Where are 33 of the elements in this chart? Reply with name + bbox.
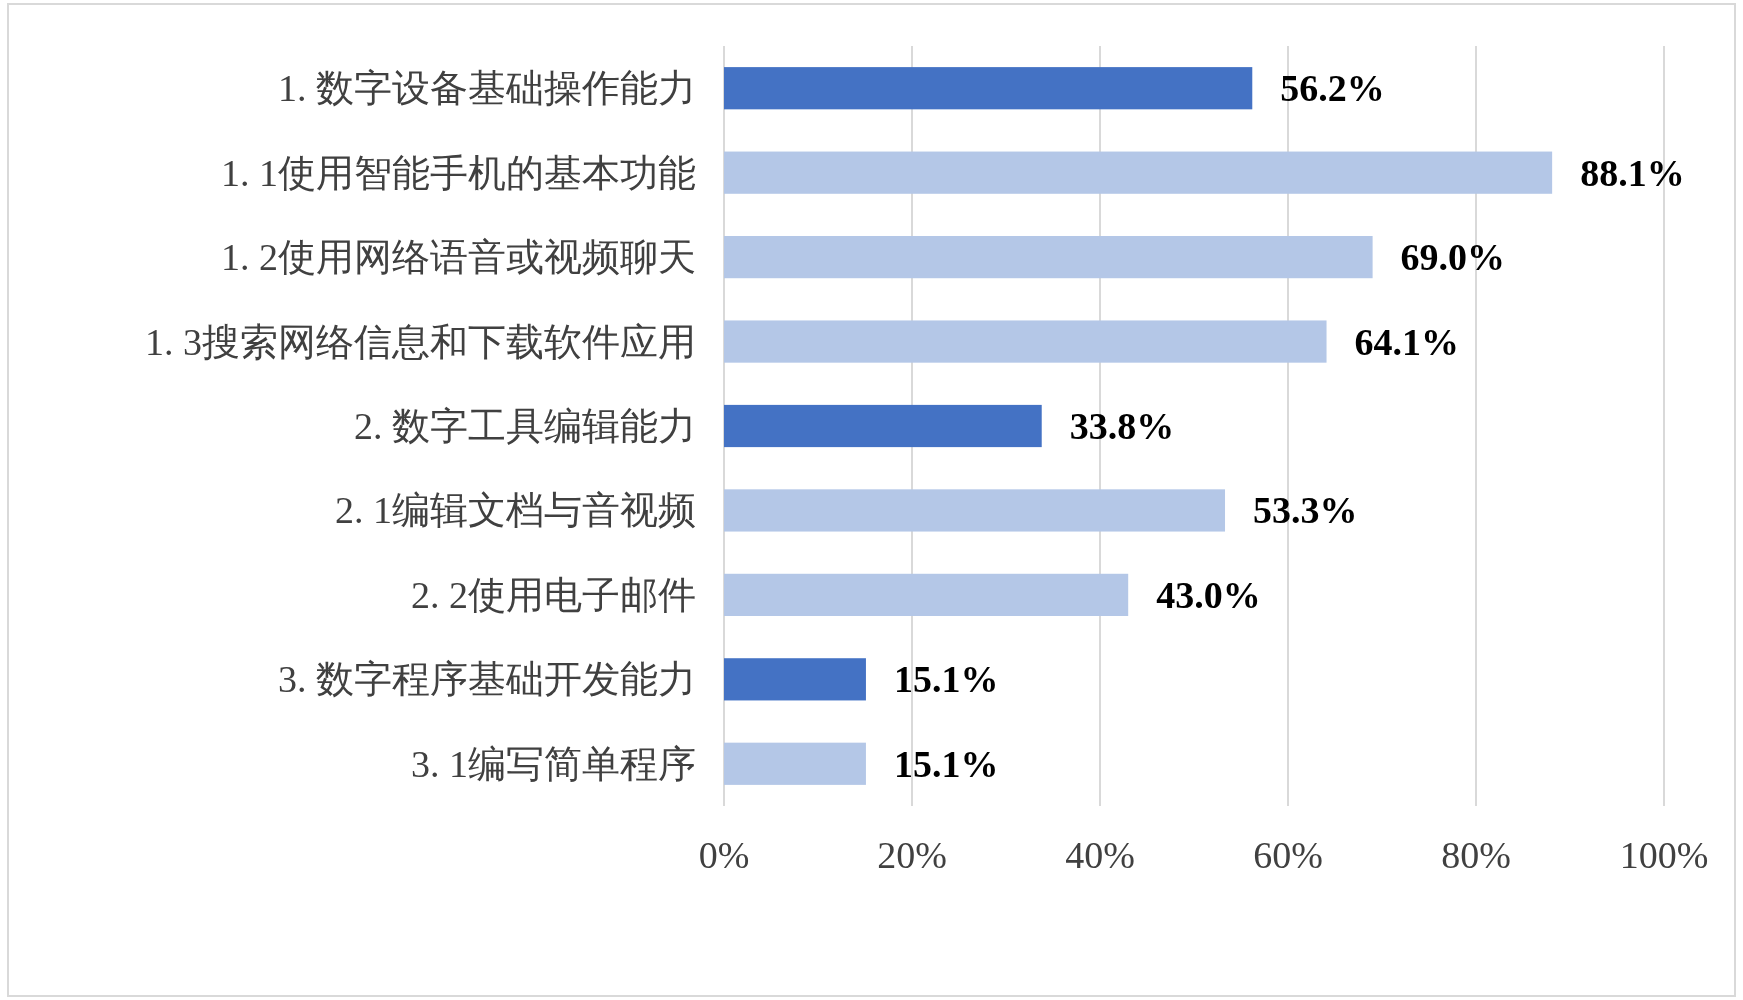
bar bbox=[724, 236, 1373, 279]
y-tick-label: 1. 2使用网络语音或视频聊天 bbox=[221, 236, 696, 279]
data-label: 56.2% bbox=[1280, 67, 1385, 110]
x-tick-label: 60% bbox=[1253, 834, 1323, 876]
data-label: 15.1% bbox=[893, 742, 999, 785]
x-tick-label: 80% bbox=[1441, 834, 1511, 876]
bar bbox=[724, 404, 1042, 448]
bar bbox=[724, 151, 1553, 194]
x-tick-label: 20% bbox=[877, 834, 947, 876]
data-label: 15.1% bbox=[893, 658, 999, 701]
y-tick-label: 3. 数字程序基础开发能力 bbox=[278, 658, 696, 701]
bar bbox=[724, 742, 866, 785]
data-label: 43.0% bbox=[1156, 573, 1261, 616]
x-tick-label: 0% bbox=[698, 834, 750, 876]
bar bbox=[724, 67, 1253, 110]
y-tick-label: 2. 2使用电子邮件 bbox=[411, 573, 696, 616]
bar bbox=[724, 658, 866, 701]
data-label: 64.1% bbox=[1354, 320, 1460, 363]
data-label: 33.8% bbox=[1069, 405, 1175, 447]
y-tick-label: 2. 1编辑文档与音视频 bbox=[335, 489, 696, 532]
y-tick-label: 1. 数字设备基础操作能力 bbox=[278, 67, 696, 110]
data-label: 69.0% bbox=[1400, 236, 1506, 279]
data-label: 88.1% bbox=[1580, 151, 1685, 194]
data-label: 53.3% bbox=[1253, 489, 1358, 532]
bar bbox=[724, 573, 1129, 616]
bar bbox=[724, 320, 1327, 363]
y-tick-label: 2. 数字工具编辑能力 bbox=[354, 405, 696, 447]
x-tick-label: 40% bbox=[1065, 834, 1135, 876]
y-tick-label: 1. 3搜索网络信息和下载软件应用 bbox=[145, 320, 696, 363]
bar bbox=[724, 489, 1226, 532]
x-tick-label: 100% bbox=[1619, 834, 1709, 876]
y-tick-label: 1. 1使用智能手机的基本功能 bbox=[221, 151, 696, 194]
y-tick-label: 3. 1编写简单程序 bbox=[411, 742, 696, 785]
